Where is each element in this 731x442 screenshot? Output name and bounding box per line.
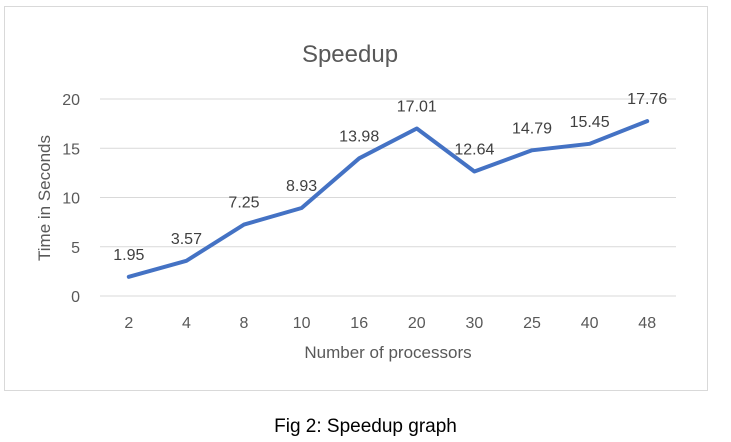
x-tick-label: 48: [638, 315, 656, 332]
y-tick-label: 10: [62, 191, 80, 208]
y-tick-label: 20: [62, 92, 80, 109]
chart-frame: [4, 6, 708, 391]
x-tick-label: 20: [408, 315, 426, 332]
x-tick-label: 16: [350, 315, 368, 332]
x-tick-label: 25: [523, 315, 541, 332]
data-label: 17.76: [627, 91, 667, 108]
y-axis-label: Time in Seconds: [35, 135, 54, 261]
y-tick-label: 5: [71, 240, 80, 257]
data-label: 12.64: [454, 141, 494, 158]
x-tick-label: 4: [182, 315, 191, 332]
x-axis-ticks: 2 4 8 10 16 20 30 25 40 48: [124, 315, 656, 332]
x-axis-label: Number of processors: [304, 343, 471, 362]
x-tick-label: 8: [240, 315, 249, 332]
data-label: 17.01: [397, 98, 437, 115]
data-label: 13.98: [339, 128, 379, 145]
data-label: 1.95: [113, 247, 144, 264]
data-labels: 1.95 3.57 7.25 8.93 13.98 17.01 12.64 14.79 15.4…: [113, 91, 667, 264]
data-label: 8.93: [286, 178, 317, 195]
x-tick-label: 30: [466, 315, 484, 332]
gridlines: [100, 98, 676, 297]
y-tick-label: 0: [71, 289, 80, 306]
y-tick-label: 15: [62, 141, 80, 158]
figure-caption: Fig 2: Speedup graph: [274, 416, 457, 437]
chart-title: Speedup: [302, 41, 398, 68]
data-label: 7.25: [228, 195, 259, 212]
x-tick-label: 2: [124, 315, 133, 332]
x-tick-label: 40: [581, 315, 599, 332]
series-line: [126, 119, 650, 279]
data-label: 15.45: [570, 114, 610, 131]
y-axis-ticks: 0 5 10 15 20: [62, 92, 80, 306]
x-tick-label: 10: [293, 315, 311, 332]
data-label: 14.79: [512, 120, 552, 137]
data-label: 3.57: [171, 231, 202, 248]
